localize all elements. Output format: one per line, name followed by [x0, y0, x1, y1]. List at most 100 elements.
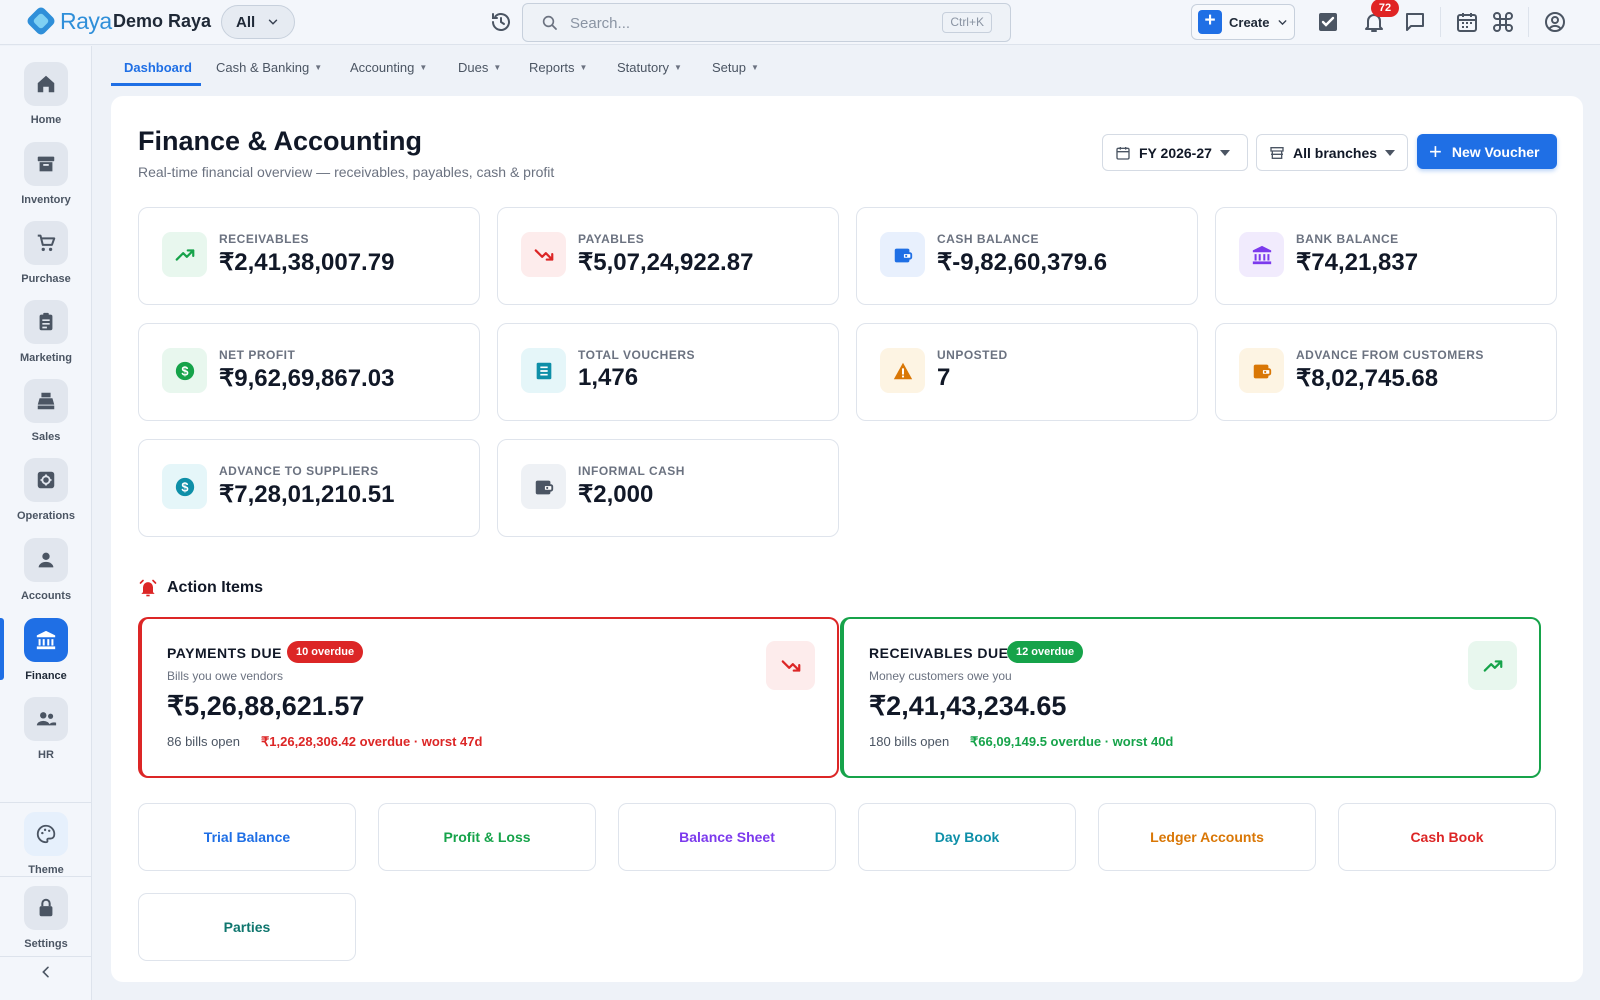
- user-circle-icon[interactable]: [1543, 10, 1567, 34]
- wallet-icon: [521, 464, 566, 509]
- calendar-icon[interactable]: [1455, 10, 1479, 34]
- cog-icon: [37, 471, 55, 489]
- stat-value: ₹-9,82,60,379.6: [937, 249, 1108, 276]
- sidebar-item-theme[interactable]: Theme: [0, 812, 92, 886]
- org-name: Demo Raya: [113, 11, 212, 31]
- bank-icon: [1239, 232, 1284, 277]
- stat-value: ₹2,000: [578, 481, 654, 508]
- stat-card-cash-balance[interactable]: CASH BALANCE ₹-9,82,60,379.6: [856, 207, 1198, 305]
- quick-link-balance-sheet[interactable]: Balance Sheet: [618, 803, 836, 871]
- overdue-amount: ₹66,09,149.5 overdue · worst 40d: [970, 734, 1174, 749]
- stat-value: ₹7,28,01,210.51: [219, 481, 395, 508]
- warning-icon: [880, 348, 925, 393]
- overdue-badge: 12 overdue: [1007, 641, 1084, 663]
- stat-card-unposted[interactable]: UNPOSTED 7: [856, 323, 1198, 421]
- scope-select[interactable]: All: [221, 5, 295, 39]
- home-icon: [37, 75, 55, 93]
- scope-value: All: [236, 13, 256, 31]
- sidebar-item-operations[interactable]: Operations: [0, 458, 92, 532]
- new-voucher-label: New Voucher: [1451, 143, 1540, 160]
- tab-label: Setup: [712, 60, 746, 75]
- sidebar-item-inventory[interactable]: Inventory: [0, 142, 92, 216]
- tab-reports[interactable]: Reports ▼: [529, 52, 587, 86]
- register-icon: [37, 392, 55, 410]
- stat-value: 1,476: [578, 364, 639, 391]
- sidebar-item-label: Settings: [24, 938, 68, 950]
- sidebar-item-label: Inventory: [21, 194, 71, 206]
- branch-select[interactable]: All branches: [1256, 134, 1408, 171]
- quick-link-parties[interactable]: Parties: [138, 893, 356, 961]
- tab-label: Accounting: [350, 60, 415, 75]
- quick-link-cash-book[interactable]: Cash Book: [1338, 803, 1556, 871]
- sidebar-item-purchase[interactable]: Purchase: [0, 221, 92, 295]
- stat-card-receivables[interactable]: RECEIVABLES ₹2,41,38,007.79: [138, 207, 480, 305]
- receivables-due-amount: ₹2,41,43,234.65: [869, 691, 1067, 721]
- stat-label: CASH BALANCE: [937, 232, 1039, 246]
- stat-card-payables[interactable]: PAYABLES ₹5,07,24,922.87: [497, 207, 839, 305]
- finance-dashboard: Finance & Accounting Real-time financial…: [111, 96, 1583, 982]
- plus-icon: +: [1198, 10, 1222, 34]
- divider: [0, 956, 92, 957]
- stat-card-net-profit[interactable]: $ NET PROFIT ₹9,62,69,867.03: [138, 323, 480, 421]
- bills-open-count: 180 bills open: [869, 734, 950, 749]
- search-icon: [542, 15, 557, 30]
- history-icon[interactable]: [489, 10, 513, 34]
- sidebar-item-finance[interactable]: Finance: [0, 618, 92, 692]
- tab-dues[interactable]: Dues ▼: [458, 52, 501, 86]
- sidebar-item-settings[interactable]: Settings: [0, 886, 92, 960]
- sidebar-item-hr[interactable]: HR: [0, 697, 92, 771]
- notification-badge: 72: [1371, 0, 1399, 17]
- payments-due-card[interactable]: PAYMENTS DUE 10 overdue Bills you owe ve…: [138, 617, 839, 778]
- create-button[interactable]: + Create: [1191, 4, 1295, 40]
- sidebar-item-label: Sales: [31, 431, 61, 443]
- tab-label: Statutory: [617, 60, 670, 75]
- tab-accounting[interactable]: Accounting ▼: [350, 52, 427, 86]
- quick-link-trial-balance[interactable]: Trial Balance: [138, 803, 356, 871]
- active-tab-underline: [111, 83, 201, 86]
- tab-label: Dues: [458, 60, 489, 75]
- quick-link-ledger-accounts[interactable]: Ledger Accounts: [1098, 803, 1316, 871]
- sidebar: Home Inventory Purchase Marketing Sales …: [0, 46, 92, 1000]
- stat-card-bank-balance[interactable]: BANK BALANCE ₹74,21,837: [1215, 207, 1557, 305]
- clipboard-icon: [39, 312, 53, 331]
- tab-cash-banking[interactable]: Cash & Banking ▼: [216, 52, 322, 86]
- new-voucher-button[interactable]: + New Voucher: [1417, 134, 1557, 169]
- tab-setup[interactable]: Setup ▼: [712, 52, 759, 86]
- chevron-left-icon[interactable]: [38, 964, 54, 980]
- stat-card-advance-from-customers[interactable]: ADVANCE FROM CUSTOMERS ₹8,02,745.68: [1215, 323, 1557, 421]
- raya-logo[interactable]: Raya: [25, 5, 112, 37]
- stat-card-total-vouchers[interactable]: TOTAL VOUCHERS 1,476: [497, 323, 839, 421]
- tab-dashboard[interactable]: Dashboard: [124, 52, 192, 86]
- sidebar-item-home[interactable]: Home: [0, 62, 92, 136]
- search-shortcut: Ctrl+K: [942, 12, 992, 33]
- divider: [1528, 7, 1529, 37]
- command-icon[interactable]: [1491, 10, 1515, 34]
- receivables-due-card[interactable]: RECEIVABLES DUE 12 overdue Money custome…: [840, 617, 1541, 778]
- chevron-down-icon: [1279, 19, 1287, 25]
- caret-down-icon: ▼: [493, 63, 502, 72]
- stat-label: ADVANCE TO SUPPLIERS: [219, 464, 379, 478]
- tab-statutory[interactable]: Statutory ▼: [617, 52, 682, 86]
- quick-link-day-book[interactable]: Day Book: [858, 803, 1076, 871]
- fiscal-year-value: FY 2026-27: [1139, 144, 1212, 161]
- trend-down-icon: [521, 232, 566, 277]
- sidebar-item-accounts[interactable]: Accounts: [0, 538, 92, 612]
- sidebar-item-sales[interactable]: Sales: [0, 379, 92, 453]
- divider: [1440, 7, 1441, 37]
- search-bar[interactable]: Search... Ctrl+K: [522, 3, 1011, 42]
- sidebar-item-marketing[interactable]: Marketing: [0, 300, 92, 374]
- stat-value: 7: [937, 364, 951, 391]
- tasks-icon[interactable]: [1316, 10, 1340, 34]
- sidebar-item-label: Home: [30, 114, 62, 126]
- page-title: Finance & Accounting: [138, 126, 423, 156]
- receipt-icon: [521, 348, 566, 393]
- stat-card-informal-cash[interactable]: INFORMAL CASH ₹2,000: [497, 439, 839, 537]
- caret-down-icon: ▼: [314, 63, 323, 72]
- fiscal-year-select[interactable]: FY 2026-27: [1102, 134, 1248, 171]
- svg-text:$: $: [181, 479, 188, 494]
- quick-link-profit-loss[interactable]: Profit & Loss: [378, 803, 596, 871]
- people-icon: [36, 712, 57, 726]
- dollar-icon: $: [162, 464, 207, 509]
- chat-icon[interactable]: [1403, 10, 1427, 34]
- stat-card-advance-to-suppliers[interactable]: $ ADVANCE TO SUPPLIERS ₹7,28,01,210.51: [138, 439, 480, 537]
